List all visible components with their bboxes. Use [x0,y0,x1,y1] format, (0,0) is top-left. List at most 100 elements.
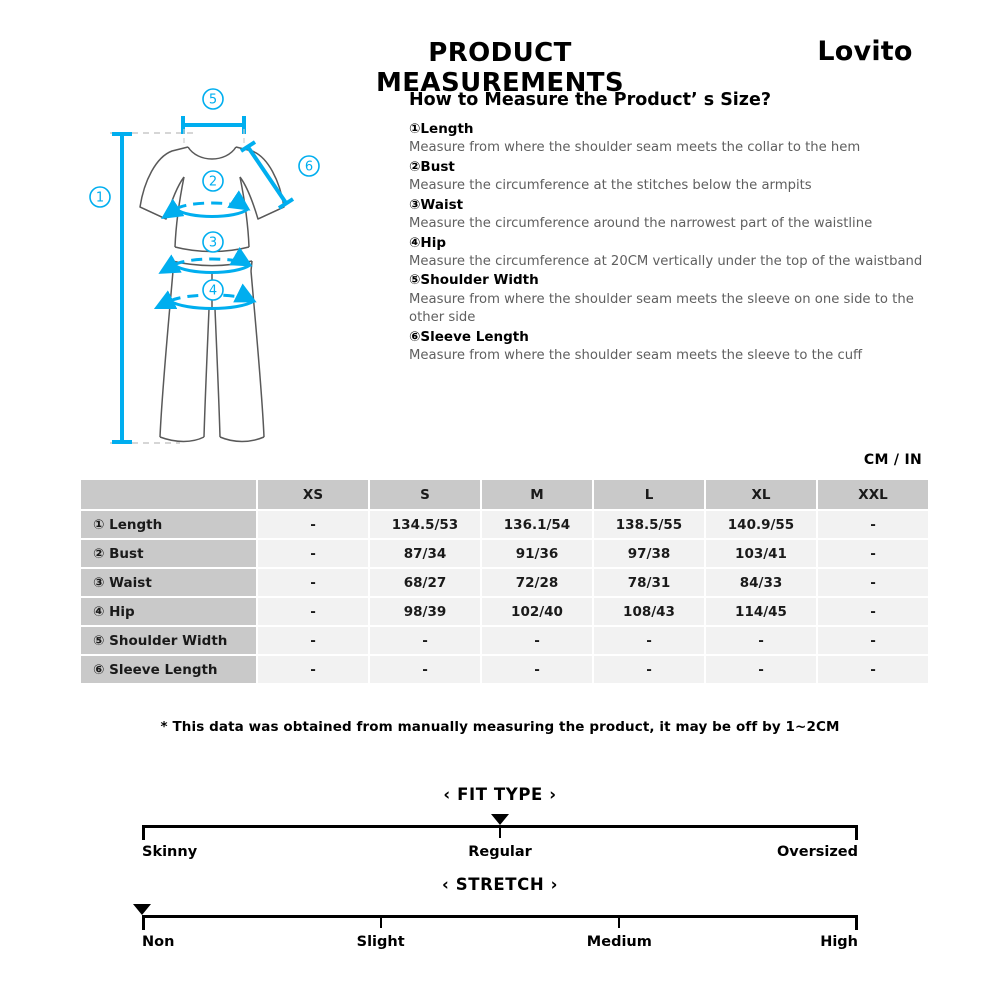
table-cell: - [482,627,592,654]
stretch-scale: ‹ STRETCH › Non Slight Medium High [0,875,1000,952]
column-header-s: S [370,480,480,509]
measurement-instructions: How to Measure the Product’ s Size? ①Len… [409,90,939,366]
table-cell: - [594,656,704,683]
fit-type-tick [142,825,145,840]
diagram-callout-6: 6 [305,160,313,175]
instruction-desc: Measure the circumference around the nar… [409,215,873,231]
fit-type-label: Regular [468,844,532,860]
measurement-disclaimer: * This data was obtained from manually m… [160,719,840,735]
table-cell: - [258,627,368,654]
stretch-label: Slight [356,934,405,950]
table-cell: - [818,598,928,625]
stretch-tick [855,915,858,930]
table-corner-cell [81,480,256,509]
table-cell: - [818,656,928,683]
table-cell: - [706,627,816,654]
stretch-graphic [133,904,858,930]
table-cell: - [818,569,928,596]
fit-type-label: Oversized [776,844,858,860]
column-header-l: L [594,480,704,509]
stretch-labels: Non Slight Medium High [142,930,858,952]
table-cell: 108/43 [594,598,704,625]
table-cell: 114/45 [706,598,816,625]
instruction-desc: Measure from where the shoulder seam mee… [409,140,861,156]
instruction-item-shoulder-width: ⑤Shoulder Width Measure from where the s… [409,271,939,328]
table-cell: - [818,627,928,654]
table-cell: - [258,540,368,567]
stretch-line [142,915,858,918]
table-cell: - [706,656,816,683]
table-row: ① Length - 134.5/53 136.1/54 138.5/55 14… [81,511,928,538]
table-header-row: XS S M L XL XXL [81,480,928,509]
instruction-desc: Measure the circumference at the stitche… [409,177,812,193]
stretch-label: High [820,934,858,950]
fit-type-scale: ‹ FIT TYPE › Skinny Regular Oversized [0,785,1000,862]
fit-type-label: Skinny [142,844,198,860]
instruction-item-length: ①Length Measure from where the shoulder … [409,120,939,158]
instruction-desc: Measure the circumference at 20CM vertic… [409,253,923,269]
instruction-desc: Measure from where the shoulder seam mee… [409,348,863,364]
table-cell: 84/33 [706,569,816,596]
table-cell: 136.1/54 [482,511,592,538]
diagram-callout-1: 1 [96,191,104,206]
table-row: ③ Waist - 68/27 72/28 78/31 84/33 - [81,569,928,596]
instructions-heading: How to Measure the Product’ s Size? [409,90,772,110]
stretch-tick [142,915,145,930]
instruction-desc: Measure from where the shoulder seam mee… [409,291,914,326]
diagram-callout-4: 4 [209,284,217,299]
instruction-term: ⑥Sleeve Length [409,329,529,346]
table-cell: 98/39 [370,598,480,625]
instruction-term: ④Hip [409,234,447,251]
stretch-label: Medium [586,934,652,950]
row-header-waist: ③ Waist [81,569,256,596]
table-cell: 102/40 [482,598,592,625]
size-measurements-table: XS S M L XL XXL ① Length - 134.5/53 136.… [79,478,930,685]
table-row: ⑤ Shoulder Width - - - - - - [81,627,928,654]
instruction-item-sleeve-length: ⑥Sleeve Length Measure from where the sh… [409,328,939,366]
diagram-callout-2: 2 [209,175,217,190]
diagram-callout-3: 3 [209,236,217,251]
table-cell: 72/28 [482,569,592,596]
table-cell: - [258,598,368,625]
table-cell: 134.5/53 [370,511,480,538]
table-row: ② Bust - 87/34 91/36 97/38 103/41 - [81,540,928,567]
brand-logo: Lovito [817,36,913,67]
table-cell: 78/31 [594,569,704,596]
table-cell: - [594,627,704,654]
table-cell: - [370,627,480,654]
page-title: PRODUCT MEASUREMENTS [375,38,625,98]
fit-type-tick [855,825,858,840]
row-header-sleeve-length: ⑥ Sleeve Length [81,656,256,683]
table-cell: - [258,656,368,683]
column-header-m: M [482,480,592,509]
table-cell: - [370,656,480,683]
stretch-title: ‹ STRETCH › [442,875,558,894]
fit-type-tick [499,825,501,838]
table-cell: - [258,511,368,538]
stretch-marker [133,904,151,915]
fit-type-title: ‹ FIT TYPE › [443,785,557,804]
table-cell: 68/27 [370,569,480,596]
column-header-xxl: XXL [818,480,928,509]
instruction-item-hip: ④Hip Measure the circumference at 20CM v… [409,234,939,272]
row-header-hip: ④ Hip [81,598,256,625]
garment-diagram: 1 2 3 4 5 6 [80,85,400,465]
table-cell: 87/34 [370,540,480,567]
fit-type-marker [491,814,509,825]
table-cell: - [818,540,928,567]
diagram-callout-5: 5 [209,93,217,108]
table-cell: - [258,569,368,596]
table-cell: 91/36 [482,540,592,567]
instruction-term: ③Waist [409,196,464,213]
page-header: PRODUCT MEASUREMENTS Lovito [0,36,1000,98]
stretch-label: Non [142,934,175,950]
units-label: CM / IN [863,452,922,468]
instruction-term: ①Length [409,120,474,137]
fit-type-graphic [142,814,858,840]
column-header-xs: XS [258,480,368,509]
row-header-length: ① Length [81,511,256,538]
column-header-xl: XL [706,480,816,509]
fit-type-labels: Skinny Regular Oversized [142,840,858,862]
table-cell: 138.5/55 [594,511,704,538]
instruction-term: ⑤Shoulder Width [409,272,539,289]
